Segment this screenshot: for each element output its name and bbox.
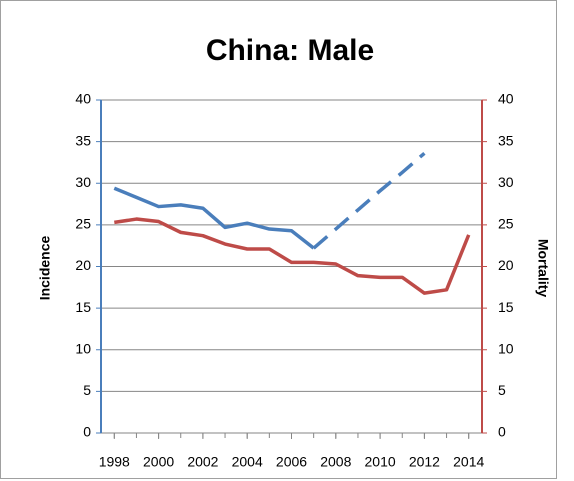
series-line (113, 186, 315, 250)
x-tick-label: 2010 (365, 454, 396, 470)
y-tick-label: 35 (75, 132, 91, 148)
y-tick-label: 15 (75, 299, 91, 315)
x-tick-label: 2004 (232, 454, 263, 470)
chart-title: China: Male (206, 34, 374, 67)
x-tick-label: 2014 (453, 454, 484, 470)
y-tick-label: 20 (75, 257, 91, 273)
y2-tick-label: 40 (498, 91, 514, 107)
series-line (312, 151, 426, 250)
series-line (114, 217, 471, 295)
y2-tick-label: 20 (498, 257, 514, 273)
y2-tick-label: 15 (498, 299, 514, 315)
y2-tick-label: 0 (498, 424, 506, 440)
x-tick-label: 2006 (276, 454, 307, 470)
x-tick-label: 2000 (143, 454, 174, 470)
y-tick-label: 30 (75, 174, 91, 190)
y2-axis-label: Mortality (535, 239, 551, 298)
x-tick-label: 1998 (99, 454, 130, 470)
x-tick-label: 2002 (187, 454, 218, 470)
y2-tick-label: 25 (498, 216, 514, 232)
y2-tick-label: 35 (498, 132, 514, 148)
y-tick-label: 5 (83, 382, 91, 398)
y-axis-label: Incidence (37, 236, 53, 301)
y2-tick-label: 30 (498, 174, 514, 190)
y2-tick-label: 10 (498, 340, 514, 356)
y-tick-label: 25 (75, 216, 91, 232)
y-tick-label: 0 (83, 424, 91, 440)
x-tick-label: 2012 (409, 454, 440, 470)
x-tick-label: 2008 (320, 454, 351, 470)
chart-frame (0, 0, 557, 479)
y2-tick-label: 5 (498, 382, 506, 398)
y-tick-label: 40 (75, 91, 91, 107)
y-tick-label: 10 (75, 340, 91, 356)
